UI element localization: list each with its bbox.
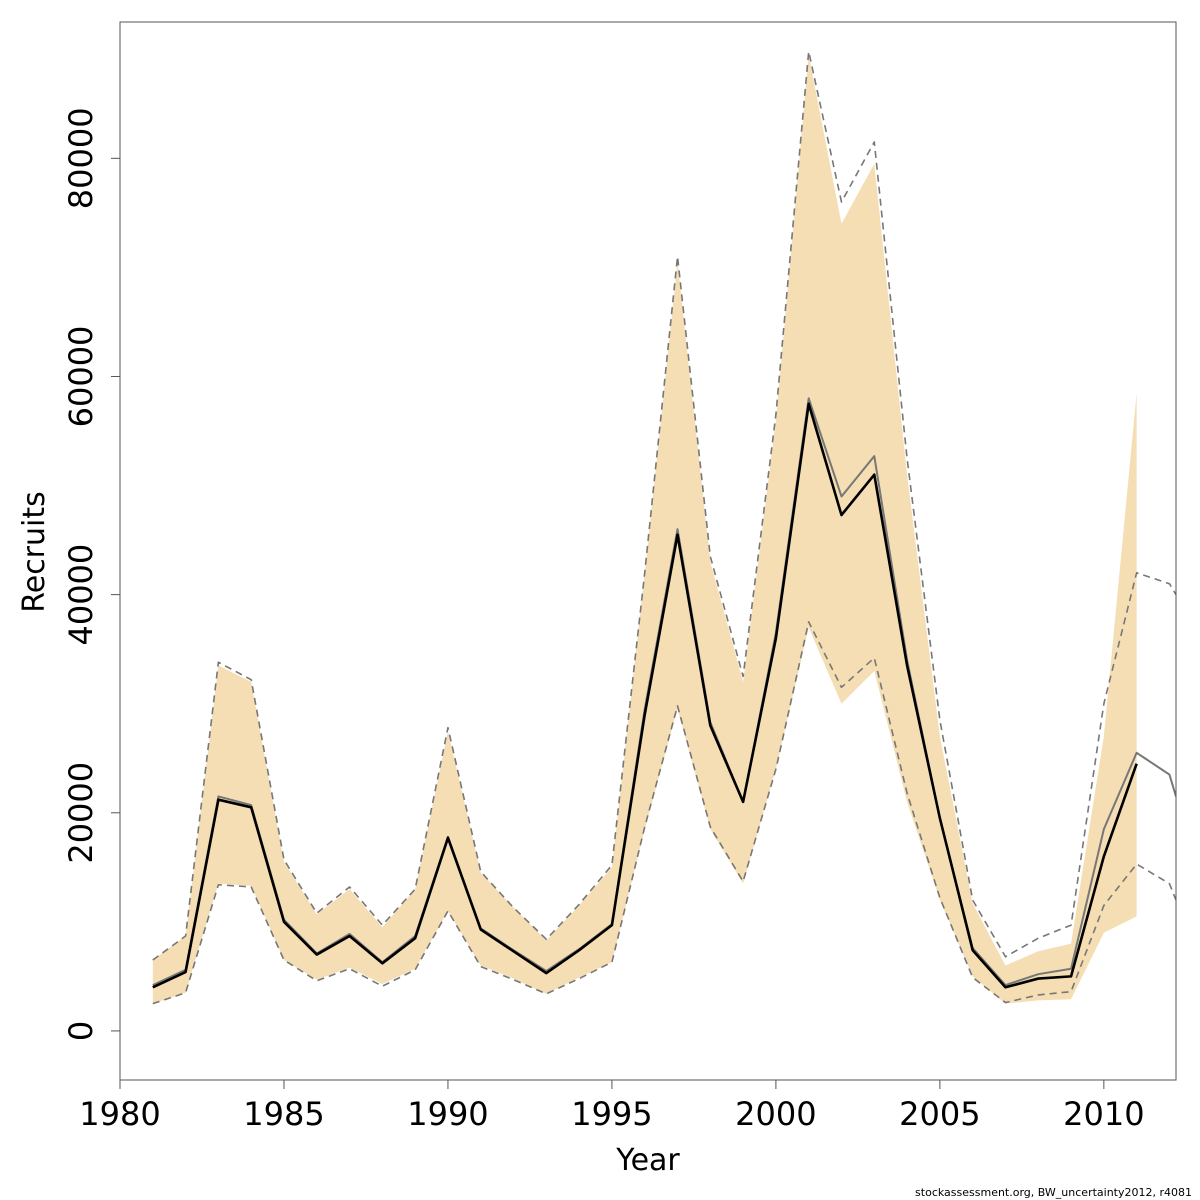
x-tick-label: 1990 — [407, 1095, 488, 1133]
plot-area — [152, 50, 1176, 1005]
y-tick-label: 20000 — [62, 762, 100, 864]
confidence-band — [152, 54, 1137, 1004]
series-line-estimate — [152, 402, 1138, 989]
series-line-lower-bound — [152, 621, 1176, 1005]
x-tick-label: 1980 — [79, 1095, 160, 1133]
y-axis-title: Recruits — [17, 491, 52, 613]
y-tick-label: 80000 — [62, 107, 100, 209]
y-tick-label: 60000 — [62, 326, 100, 428]
x-axis: 1980 1985 1990 1995 2000 2005 2010 — [79, 1079, 1145, 1133]
x-tick-label: 2005 — [899, 1095, 980, 1133]
y-axis: 0 20000 40000 60000 80000 — [62, 107, 121, 1041]
x-tick-label: 1995 — [571, 1095, 652, 1133]
x-tick-label: 2010 — [1063, 1095, 1144, 1133]
x-axis-title: Year — [615, 1143, 680, 1178]
x-tick-label: 2000 — [735, 1095, 816, 1133]
x-tick-label: 1985 — [243, 1095, 324, 1133]
y-tick-label: 0 — [62, 1021, 100, 1041]
footer-note: stockassessment.org, BW_uncertainty2012,… — [915, 1186, 1192, 1199]
series-line-upper-bound — [152, 50, 1176, 961]
y-tick-label: 40000 — [62, 544, 100, 646]
